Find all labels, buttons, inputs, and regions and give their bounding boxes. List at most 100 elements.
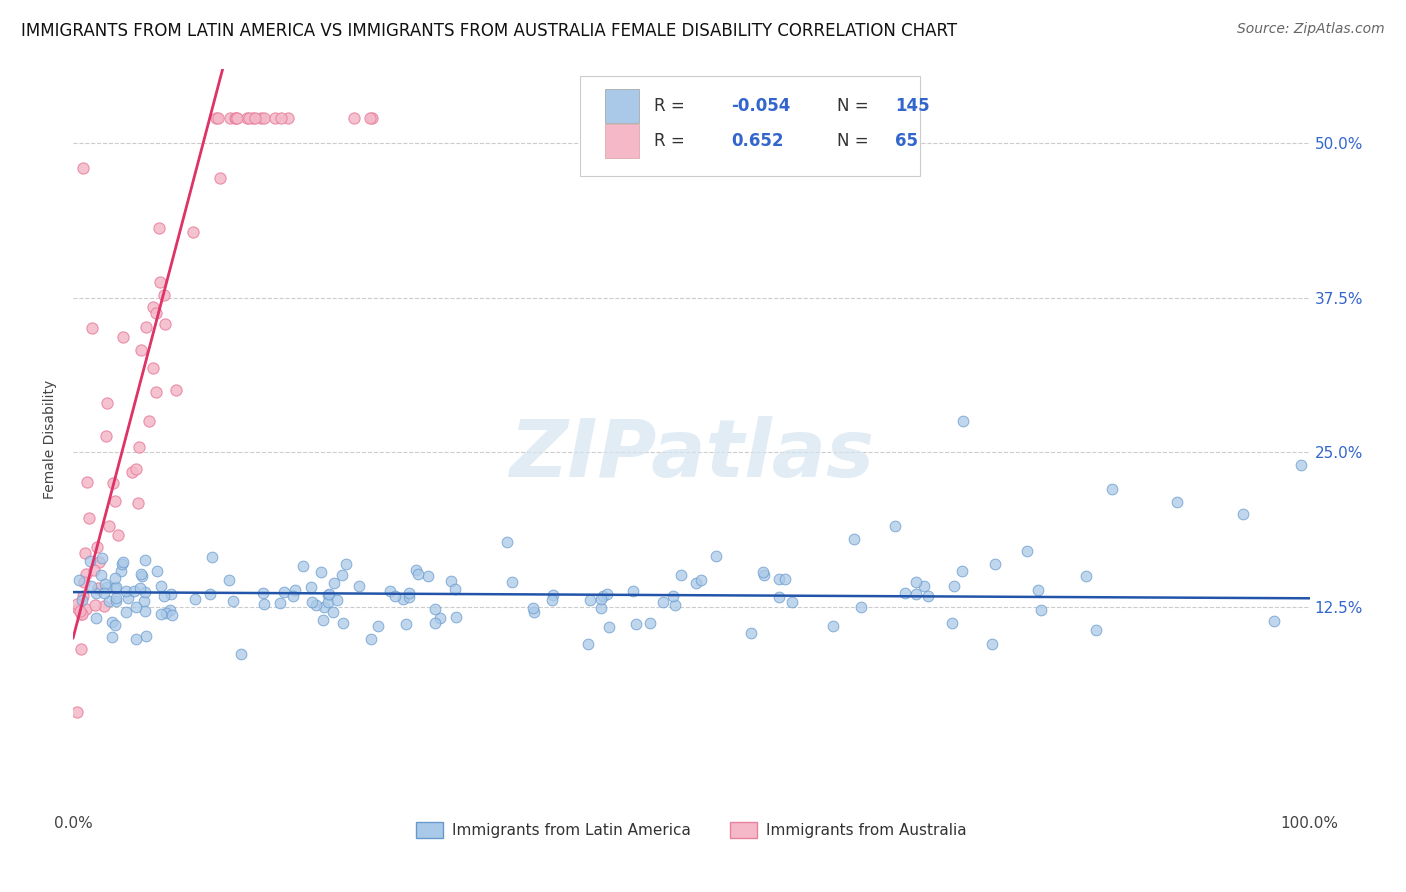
- Point: [768, 590, 790, 604]
- Point: [305, 598, 328, 612]
- Point: [125, 599, 148, 614]
- Point: [181, 225, 204, 239]
- Point: [942, 579, 965, 593]
- Point: [440, 574, 463, 588]
- Point: [952, 414, 974, 428]
- Point: [149, 275, 172, 289]
- Point: [425, 615, 447, 630]
- Point: [1074, 569, 1097, 583]
- Point: [67, 601, 90, 615]
- Point: [155, 317, 177, 331]
- Point: [242, 111, 264, 125]
- Point: [134, 585, 156, 599]
- Point: [129, 343, 152, 358]
- Point: [207, 111, 229, 125]
- Point: [142, 361, 165, 376]
- Text: N =: N =: [837, 97, 875, 115]
- Point: [342, 111, 364, 125]
- Point: [1015, 544, 1038, 558]
- Point: [153, 589, 176, 603]
- Point: [640, 615, 662, 630]
- Point: [598, 620, 620, 634]
- Point: [914, 579, 936, 593]
- Point: [86, 540, 108, 554]
- Point: [752, 567, 775, 582]
- Point: [155, 606, 177, 620]
- Point: [904, 586, 927, 600]
- Text: 65: 65: [896, 132, 918, 150]
- Point: [335, 558, 357, 572]
- Point: [101, 630, 124, 644]
- Point: [104, 571, 127, 585]
- Point: [983, 557, 1005, 571]
- Point: [131, 569, 153, 583]
- Text: ZIPatlas: ZIPatlas: [509, 416, 873, 493]
- Point: [75, 566, 97, 581]
- Point: [69, 604, 91, 618]
- Point: [96, 581, 118, 595]
- Text: Source: ZipAtlas.com: Source: ZipAtlas.com: [1237, 22, 1385, 37]
- Point: [145, 384, 167, 399]
- Point: [589, 600, 612, 615]
- Point: [314, 599, 336, 614]
- Point: [122, 584, 145, 599]
- Point: [134, 604, 156, 618]
- Text: 0.652: 0.652: [731, 132, 783, 150]
- Point: [360, 632, 382, 646]
- Point: [330, 567, 353, 582]
- Text: R =: R =: [654, 132, 690, 150]
- Point: [84, 598, 107, 612]
- Point: [1101, 483, 1123, 497]
- Point: [541, 593, 564, 607]
- Point: [146, 565, 169, 579]
- Point: [69, 607, 91, 622]
- Point: [104, 581, 127, 595]
- Point: [523, 605, 546, 619]
- Point: [96, 396, 118, 410]
- Point: [104, 494, 127, 508]
- Point: [253, 597, 276, 611]
- Point: [135, 320, 157, 334]
- Point: [153, 287, 176, 301]
- Point: [394, 617, 416, 632]
- Point: [159, 587, 181, 601]
- Point: [624, 617, 647, 632]
- Point: [226, 111, 249, 125]
- Point: [200, 587, 222, 601]
- Point: [316, 588, 339, 602]
- Point: [128, 440, 150, 454]
- Point: [270, 111, 292, 125]
- Point: [950, 564, 973, 578]
- Point: [589, 591, 612, 606]
- Point: [70, 642, 93, 657]
- Point: [444, 610, 467, 624]
- Point: [219, 111, 242, 125]
- Point: [405, 563, 427, 577]
- Point: [669, 568, 692, 582]
- Point: [662, 589, 685, 603]
- Point: [941, 616, 963, 631]
- Point: [101, 615, 124, 630]
- Point: [704, 549, 727, 563]
- Point: [89, 555, 111, 569]
- Point: [165, 383, 187, 397]
- Point: [124, 632, 146, 646]
- Point: [75, 602, 97, 616]
- Point: [299, 580, 322, 594]
- Point: [768, 572, 790, 586]
- Point: [418, 568, 440, 582]
- Point: [79, 554, 101, 568]
- Point: [780, 595, 803, 609]
- Point: [107, 527, 129, 541]
- Point: [1031, 603, 1053, 617]
- Point: [150, 579, 173, 593]
- Legend: Immigrants from Latin America, Immigrants from Australia: Immigrants from Latin America, Immigrant…: [409, 815, 973, 845]
- Point: [80, 579, 103, 593]
- Point: [77, 511, 100, 525]
- Point: [104, 594, 127, 608]
- Point: [576, 636, 599, 650]
- Point: [398, 586, 420, 600]
- Point: [65, 597, 87, 611]
- Point: [114, 584, 136, 599]
- Point: [104, 591, 127, 605]
